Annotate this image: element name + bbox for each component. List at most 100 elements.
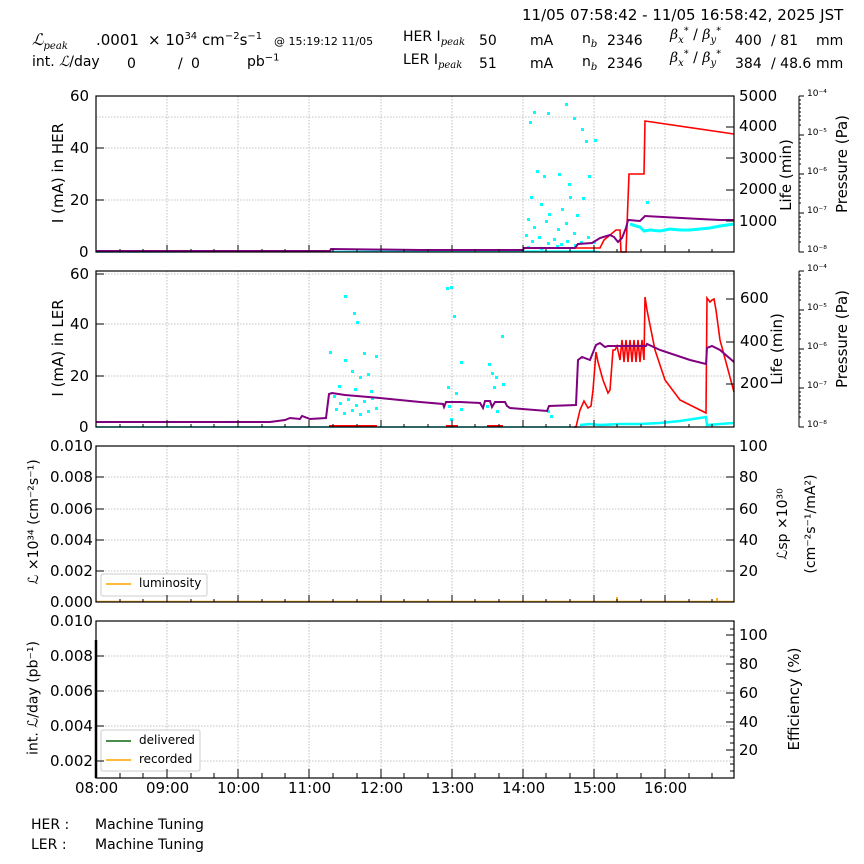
intlumi-ytick: 0.004 [50,717,93,735]
lumi-peak-label: ℒpeak [32,30,68,52]
intlumi-ytick: 0.006 [50,682,93,700]
intlumi-ytick: 0.008 [50,647,93,665]
her-life-tick: 4000 [739,117,778,135]
legend-delivered: delivered [139,733,195,747]
lumi-sp-unit: (cm⁻²s⁻¹/mA²) [803,474,819,574]
xtick-label: 09:00 [146,779,190,797]
lumi-peak-unit: × 1034 cm−2s−1 [148,31,263,49]
xtick-label: 14:00 [502,779,546,797]
intlumi-right-tick: 20 [739,741,759,759]
ler-beta-x: 384 [735,56,762,72]
lumi-right-tick: 20 [739,562,759,580]
her-pressure-scatter [525,103,649,250]
ler-ytick: 40 [70,315,90,333]
her-pressure-tick: 10⁻⁶ [807,167,827,177]
efficiency-label: Efficiency (%) [785,647,803,751]
ler-current-line [96,341,735,423]
ler-pressure-label: Pressure (Pa) [833,289,851,389]
intlumi-right-tick: 60 [739,684,759,702]
xtick-label: 08:00 [75,779,119,797]
int-lumi-delivered: 0 [127,56,136,72]
xtick-label: 10:00 [217,779,261,797]
ler-panel [95,270,735,428]
her-life-label: Life (min) [777,139,795,211]
her-ipeak-value: 50 [479,33,497,49]
pressure-axes [798,95,804,428]
int-lumi-unit: pb−1 [247,52,280,70]
lumi-right-tick: 60 [739,500,759,518]
ler-pressure-line [579,415,735,427]
lumi-peak-value: .0001 [96,31,139,49]
her-pressure-tick: 10⁻⁴ [807,89,827,99]
lumi-sp-label: ℒsp ×10³⁰ [775,488,791,560]
ler-status-value: Machine Tuning [95,837,204,853]
her-ipeak-label: HER Ipeak [403,29,466,48]
her-nb-label: nb [582,31,598,50]
her-beta-y: / 81 [771,33,798,49]
ler-life-tick: 400 [740,332,769,350]
ler-lifetime-line [574,295,735,428]
ler-pressure-scatter [329,286,553,421]
ler-nb-value: 2346 [607,56,643,72]
int-lumi-recorded: 0 [191,56,200,72]
her-life-tick: 3000 [739,149,778,167]
intlumi-ytick: 0.002 [50,752,93,770]
her-beta-unit: mm [816,33,844,49]
lumi-ytick: 0.010 [50,437,93,455]
lumi-ytick: 0.004 [50,531,93,549]
ler-ylabel: I (mA) in LER [49,299,67,397]
her-ytick: 60 [70,87,90,105]
ler-life-tick: 200 [740,374,769,392]
her-current-line [96,214,734,252]
xtick-label: 15:00 [573,779,617,797]
x-ticks [95,95,734,778]
her-pressure-line [629,222,735,233]
intlumi-right-tick: 100 [739,626,768,644]
xtick-label: 11:00 [288,779,332,797]
her-ytick: 0 [79,243,89,261]
ler-grid [96,271,734,427]
her-ylabel: I (mA) in HER [49,122,67,224]
her-status-value: Machine Tuning [95,817,204,833]
ler-pressure-tick: 10⁻⁵ [807,303,827,313]
lumi-right-tick: 80 [739,468,759,486]
her-pressure-tick: 10⁻⁷ [807,206,827,216]
lumi-panel [95,445,735,603]
lumi-ytick: 0.000 [50,593,93,611]
her-ipeak-unit: mA [530,33,554,49]
time-range: 11/05 07:58:42 - 11/05 16:58:42, 2025 JS… [522,6,844,24]
ler-beta-label: βx* / βy* [670,48,722,69]
ler-beta-unit: mm [816,56,844,72]
ler-ipeak-label: LER Ipeak [403,52,463,71]
her-lifetime-line [522,120,735,253]
her-pressure-label: Pressure (Pa) [833,114,851,214]
lumi-peak-sub: peak [43,40,68,52]
intlumi-right-tick: 80 [739,655,759,673]
ler-pressure-tick: 10⁻⁸ [807,420,827,430]
lumi-ytick: 0.006 [50,500,93,518]
her-pressure-tick: 10⁻⁸ [807,245,827,255]
intlumi-panel [94,620,735,779]
ler-nb-label: nb [582,54,598,73]
intlumi-grid [96,621,734,778]
her-ytick: 40 [70,139,90,157]
ler-status-label: LER : [31,837,67,853]
intlumi-ylabel: int. ℒ/day (pb⁻¹) [25,641,42,755]
ler-ipeak-value: 51 [479,56,497,72]
ler-ipeak-unit: mA [530,56,554,72]
lumi-peak-time: @ 15:19:12 11/05 [274,35,374,48]
intlumi-right-tick: 40 [739,713,759,731]
her-beta-label: βx* / βy* [670,25,722,46]
ler-pressure-tick: 10⁻⁴ [807,264,827,274]
legend-recorded: recorded [139,752,193,766]
xtick-label: 12:00 [360,779,404,797]
lumi-right-tick: 40 [739,531,759,549]
her-beta-x: 400 [735,33,762,49]
intlumi-ytick: 0.010 [50,612,93,630]
her-pressure-tick: 10⁻⁵ [807,128,827,138]
ler-beta-y: / 48.6 [771,56,812,72]
int-lumi-label: int. ℒ/day [32,54,100,70]
her-life-tick: 2000 [739,180,778,198]
ler-ytick: 60 [70,265,90,283]
